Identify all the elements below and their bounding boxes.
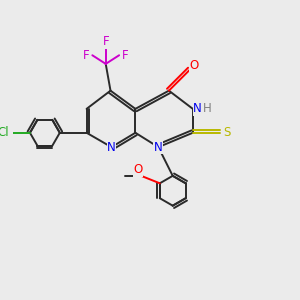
Text: N: N xyxy=(154,141,163,154)
Text: H: H xyxy=(203,102,212,115)
Text: F: F xyxy=(102,35,109,48)
Text: F: F xyxy=(122,49,128,62)
Text: N: N xyxy=(193,102,202,115)
Text: O: O xyxy=(133,164,142,176)
Text: S: S xyxy=(224,126,231,139)
Text: N: N xyxy=(107,141,116,154)
Text: Cl: Cl xyxy=(0,126,9,139)
Text: F: F xyxy=(83,49,90,62)
Text: O: O xyxy=(189,59,198,72)
